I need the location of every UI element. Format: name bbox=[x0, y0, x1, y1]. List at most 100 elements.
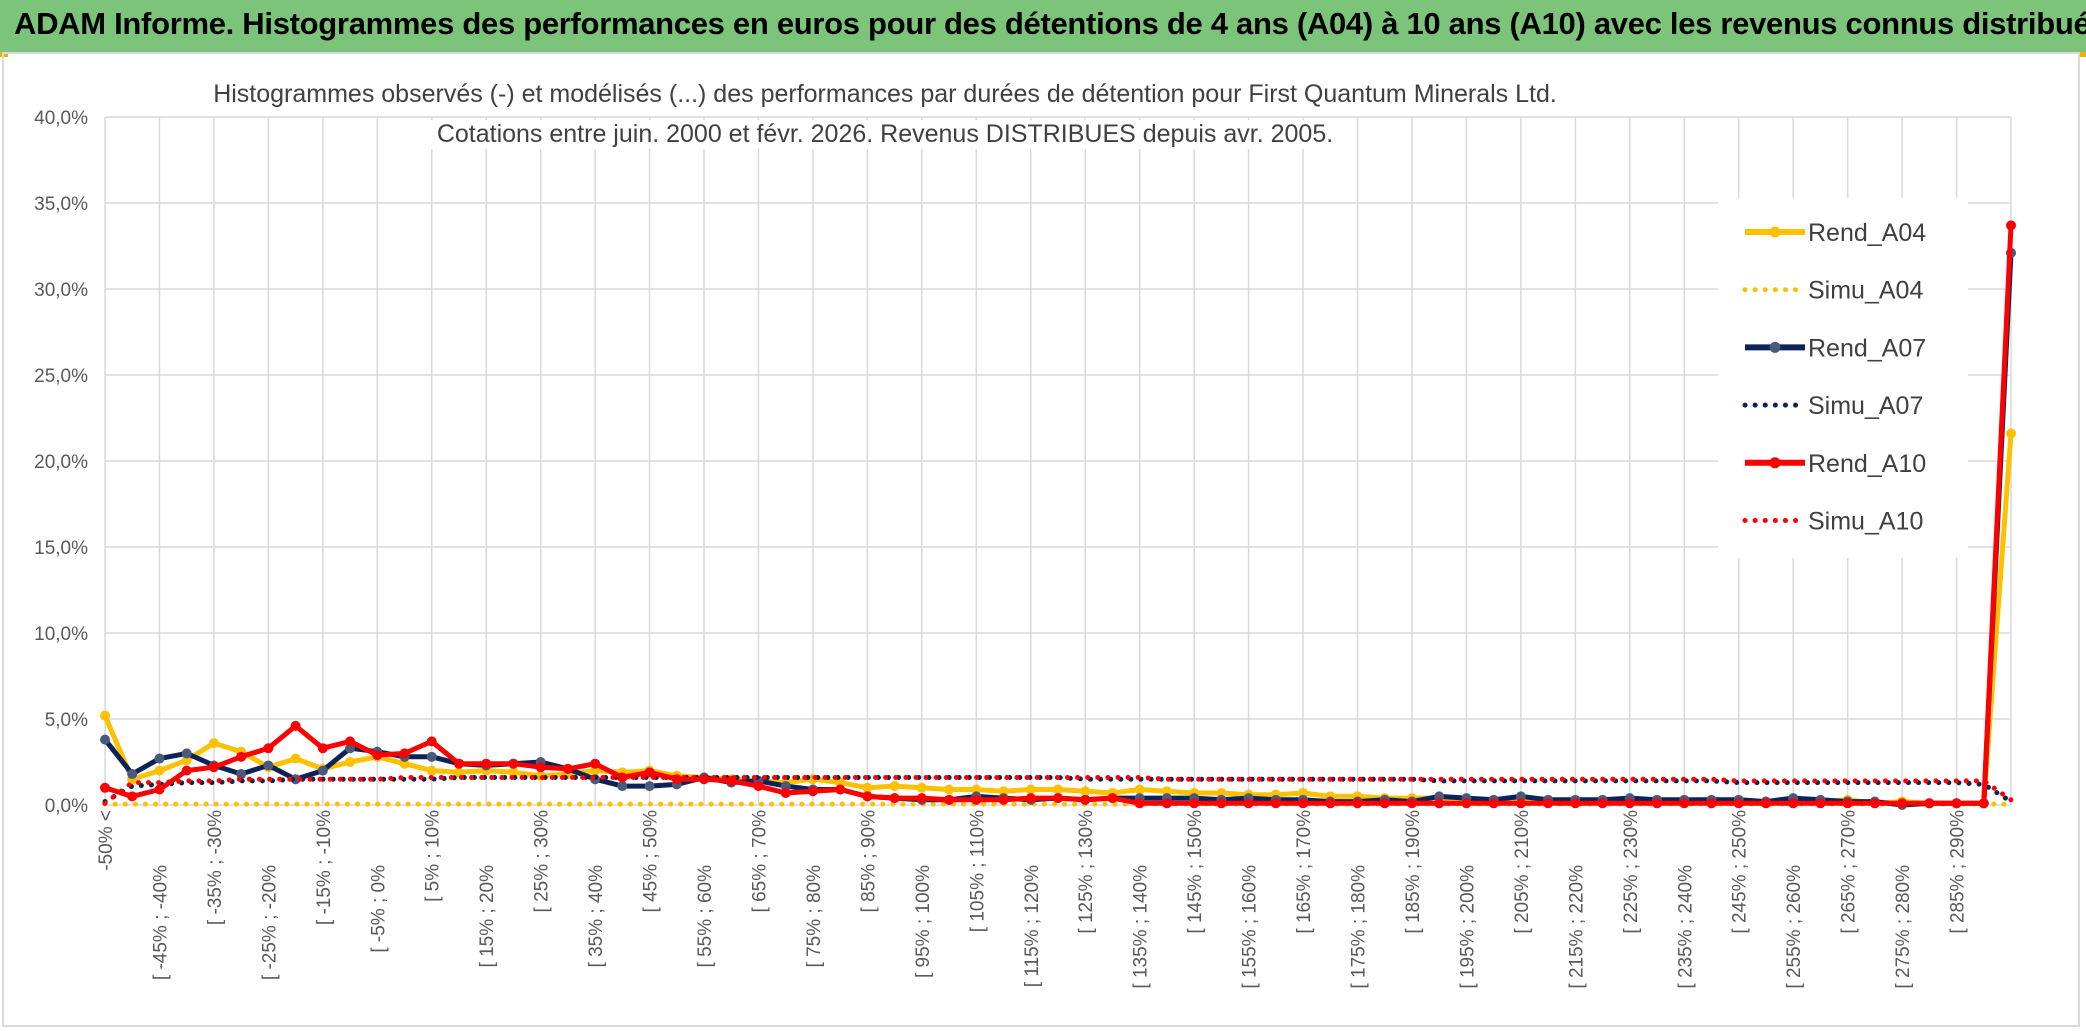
y-axis-ticks: 0,0% 5,0% 10,0% 15,0% 20,0% 25,0% 30,0% 35,0% 40… bbox=[34, 108, 88, 817]
point-Rend_A04 bbox=[1216, 787, 1227, 798]
point-Rend_A10 bbox=[1652, 798, 1663, 809]
point-Rend_A07 bbox=[617, 781, 628, 792]
point-Rend_A10 bbox=[1624, 798, 1635, 809]
point-Rend_A10 bbox=[1270, 798, 1281, 809]
y-tick-label: 0,0% bbox=[45, 796, 88, 817]
x-tick-label: [ 15% ; 20% bbox=[477, 865, 498, 968]
point-Rend_A10 bbox=[1461, 798, 1472, 809]
x-tick-label: [ -45% ; -40% bbox=[150, 865, 171, 980]
legend-marker-Rend_A07 bbox=[1769, 341, 1781, 353]
x-tick-label: [ 95% ; 100% bbox=[913, 865, 934, 978]
y-tick-label: 30,0% bbox=[34, 280, 88, 301]
x-tick-label: [ 225% ; 230% bbox=[1621, 810, 1642, 934]
point-Rend_A10 bbox=[1379, 798, 1390, 809]
x-tick-label: [ 75% ; 80% bbox=[804, 865, 825, 968]
x-tick-label: [ 125% ; 130% bbox=[1076, 810, 1097, 934]
x-tick-label: [ 55% ; 60% bbox=[695, 865, 716, 968]
corner-mark-left bbox=[0, 52, 8, 57]
point-Rend_A07 bbox=[154, 753, 165, 764]
chart-subtitle: Cotations entre juin. 2000 et févr. 2026… bbox=[430, 120, 1340, 149]
x-tick-label: [ 255% ; 260% bbox=[1784, 865, 1805, 989]
point-Rend_A10 bbox=[399, 748, 410, 759]
point-Rend_A07 bbox=[644, 781, 655, 792]
point-Rend_A10 bbox=[1025, 793, 1036, 804]
point-Rend_A04 bbox=[2006, 428, 2016, 439]
point-Rend_A10 bbox=[1679, 798, 1690, 809]
point-Rend_A04 bbox=[453, 767, 464, 778]
point-Rend_A10 bbox=[154, 784, 165, 795]
point-Rend_A04 bbox=[916, 782, 927, 793]
point-Rend_A10 bbox=[1924, 798, 1935, 809]
point-Rend_A10 bbox=[372, 750, 383, 761]
x-tick-label: [ 175% ; 180% bbox=[1349, 865, 1370, 989]
series-line-Simu_A10 bbox=[102, 775, 2014, 806]
point-Rend_A10 bbox=[127, 791, 138, 802]
point-Rend_A10 bbox=[644, 767, 655, 778]
x-tick-label: [ 85% ; 90% bbox=[858, 810, 879, 913]
point-Rend_A04 bbox=[181, 755, 192, 766]
y-tick-label: 5,0% bbox=[45, 710, 88, 731]
point-Rend_A10 bbox=[535, 762, 546, 773]
point-Rend_A04 bbox=[944, 784, 955, 795]
point-Rend_A07 bbox=[127, 769, 138, 780]
chart-grid bbox=[104, 116, 2012, 806]
point-Rend_A04 bbox=[290, 753, 301, 764]
x-tick-label: [ 195% ; 200% bbox=[1457, 865, 1478, 989]
point-Rend_A04 bbox=[590, 765, 601, 776]
point-Rend_A10 bbox=[807, 786, 818, 797]
legend-label-Rend_A07: Rend_A07 bbox=[1808, 334, 1926, 362]
point-Rend_A10 bbox=[1053, 793, 1063, 804]
point-Rend_A10 bbox=[181, 765, 192, 776]
point-Rend_A04 bbox=[154, 765, 165, 776]
point-Rend_A04 bbox=[508, 767, 519, 778]
legend-label-Rend_A10: Rend_A10 bbox=[1808, 450, 1926, 478]
x-tick-label: [ -25% ; -20% bbox=[259, 865, 280, 980]
point-Rend_A10 bbox=[1951, 798, 1962, 809]
point-Rend_A04 bbox=[426, 765, 437, 776]
x-axis-ticks: -50% < [ -45% ; -40% [ -35% ; -30% [ -25% ;… bbox=[96, 810, 1969, 989]
x-tick-label: [ 285% ; 290% bbox=[1948, 810, 1969, 934]
point-Rend_A10 bbox=[481, 758, 492, 769]
point-Rend_A10 bbox=[971, 794, 982, 805]
point-Rend_A10 bbox=[317, 743, 328, 754]
point-Rend_A10 bbox=[889, 793, 900, 804]
x-tick-label: [ 185% ; 190% bbox=[1403, 810, 1424, 934]
point-Rend_A10 bbox=[1706, 798, 1717, 809]
point-Rend_A10 bbox=[944, 794, 955, 805]
point-Rend_A04 bbox=[1053, 784, 1063, 795]
x-tick-label: [ 235% ; 240% bbox=[1675, 865, 1696, 989]
x-tick-label: [ 265% ; 270% bbox=[1839, 810, 1860, 934]
point-Rend_A10 bbox=[1815, 798, 1826, 809]
x-tick-label: [ 5% ; 10% bbox=[423, 810, 444, 902]
point-Rend_A10 bbox=[1570, 798, 1581, 809]
point-Rend_A10 bbox=[426, 736, 437, 747]
y-tick-label: 10,0% bbox=[34, 624, 88, 645]
point-Rend_A10 bbox=[208, 762, 219, 773]
point-Rend_A10 bbox=[1325, 798, 1336, 809]
x-tick-label: -50% < bbox=[96, 810, 117, 871]
x-tick-label: [ 275% ; 280% bbox=[1893, 865, 1914, 989]
point-Rend_A10 bbox=[835, 784, 846, 795]
x-tick-label: [ 35% ; 40% bbox=[586, 865, 607, 968]
point-Rend_A10 bbox=[1243, 798, 1254, 809]
point-Rend_A10 bbox=[916, 793, 927, 804]
point-Rend_A04 bbox=[208, 738, 219, 749]
point-Rend_A10 bbox=[1406, 798, 1417, 809]
report-title: ADAM Informe. Histogrammes des performan… bbox=[14, 6, 2086, 41]
point-Rend_A07 bbox=[345, 743, 356, 754]
point-Rend_A04 bbox=[345, 757, 356, 767]
point-Rend_A04 bbox=[100, 710, 110, 721]
point-Rend_A07 bbox=[236, 769, 247, 780]
point-Rend_A10 bbox=[1733, 798, 1744, 809]
x-tick-label: [ 25% ; 30% bbox=[532, 810, 553, 913]
point-Rend_A07 bbox=[1515, 791, 1526, 802]
point-Rend_A04 bbox=[1161, 786, 1172, 797]
x-tick-label: [ 155% ; 160% bbox=[1240, 865, 1261, 989]
point-Rend_A10 bbox=[236, 751, 247, 762]
point-Rend_A04 bbox=[889, 781, 900, 792]
point-Rend_A10 bbox=[1107, 793, 1118, 804]
point-Rend_A10 bbox=[1134, 798, 1145, 809]
point-Rend_A04 bbox=[1080, 786, 1091, 797]
point-Rend_A10 bbox=[453, 758, 464, 769]
